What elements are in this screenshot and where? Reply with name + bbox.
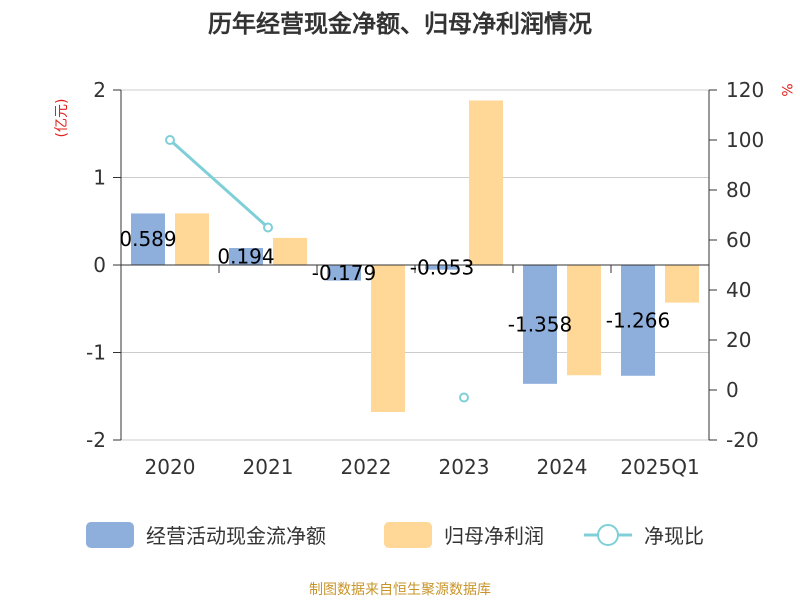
ratio-point: [165, 135, 175, 145]
x-tick-label: 2022: [341, 455, 392, 479]
x-tick-label: 2025Q1: [620, 455, 699, 479]
source-note: 制图数据来自恒生聚源数据库: [309, 582, 491, 598]
legend-label-ratio: 净现比: [644, 524, 704, 548]
bar: [567, 265, 601, 376]
legend-label-cashflow: 经营活动现金流净额: [146, 524, 326, 548]
data-label: 0.589: [119, 227, 176, 251]
right-tick-label: 60: [726, 228, 751, 252]
axes: -2 -1 0 1 2 -20 0 20 40 60 80 100 120 2020 2021 2022 202…: [86, 78, 764, 479]
left-tick-label: -1: [86, 341, 106, 365]
bar: [621, 265, 655, 376]
right-axis-name: %: [778, 83, 794, 96]
data-labels: 0.589 0.194 -0.179 -0.053 -1.358 -1.266: [119, 227, 670, 336]
right-tick-label: 120: [726, 78, 764, 102]
bar: [327, 265, 361, 281]
ratio-line: [165, 135, 469, 403]
data-label: 0.194: [217, 245, 274, 269]
data-label: -0.179: [312, 261, 376, 285]
ratio-point: [263, 222, 273, 233]
legend-label-netprofit: 归母净利润: [444, 524, 544, 548]
left-axis-name: (亿元): [54, 99, 70, 138]
legend-swatch-ratio-marker: [597, 524, 619, 546]
data-label: -1.358: [508, 312, 572, 336]
legend-swatch-cashflow: [86, 522, 134, 548]
chart-title: 历年经营现金净额、归母净利润情况: [208, 10, 592, 38]
left-tick-label: 0: [93, 253, 106, 277]
bar: [371, 265, 405, 412]
bar: [665, 265, 699, 303]
x-tick-label: 2021: [243, 455, 294, 479]
right-tick-label: 100: [726, 128, 764, 152]
bar: [523, 265, 557, 384]
left-tick-label: 1: [93, 166, 106, 190]
right-tick-label: 80: [726, 178, 751, 202]
ratio-point: [459, 392, 469, 403]
left-tick-label: -2: [86, 428, 106, 452]
ratio-line-segment: [169, 138, 269, 229]
grid: [121, 89, 709, 441]
bars: [131, 100, 699, 412]
legend: 经营活动现金流净额 归母净利润 净现比: [86, 522, 704, 548]
bar: [229, 248, 263, 265]
bar: [469, 100, 503, 265]
x-tick-label: 2020: [145, 455, 196, 479]
x-tick-label: 2024: [537, 455, 588, 479]
right-tick-label: 40: [726, 278, 751, 302]
bar: [425, 265, 459, 270]
bar: [175, 213, 209, 265]
right-tick-label: -20: [726, 428, 759, 452]
legend-swatch-netprofit: [384, 522, 432, 548]
left-tick-label: 2: [93, 78, 106, 102]
right-tick-label: 20: [726, 328, 751, 352]
right-tick-label: 0: [726, 378, 739, 402]
data-label: -1.266: [606, 308, 670, 332]
bar: [273, 237, 307, 265]
x-tick-label: 2023: [439, 455, 490, 479]
bar: [131, 213, 165, 265]
data-label: -0.053: [410, 255, 474, 279]
